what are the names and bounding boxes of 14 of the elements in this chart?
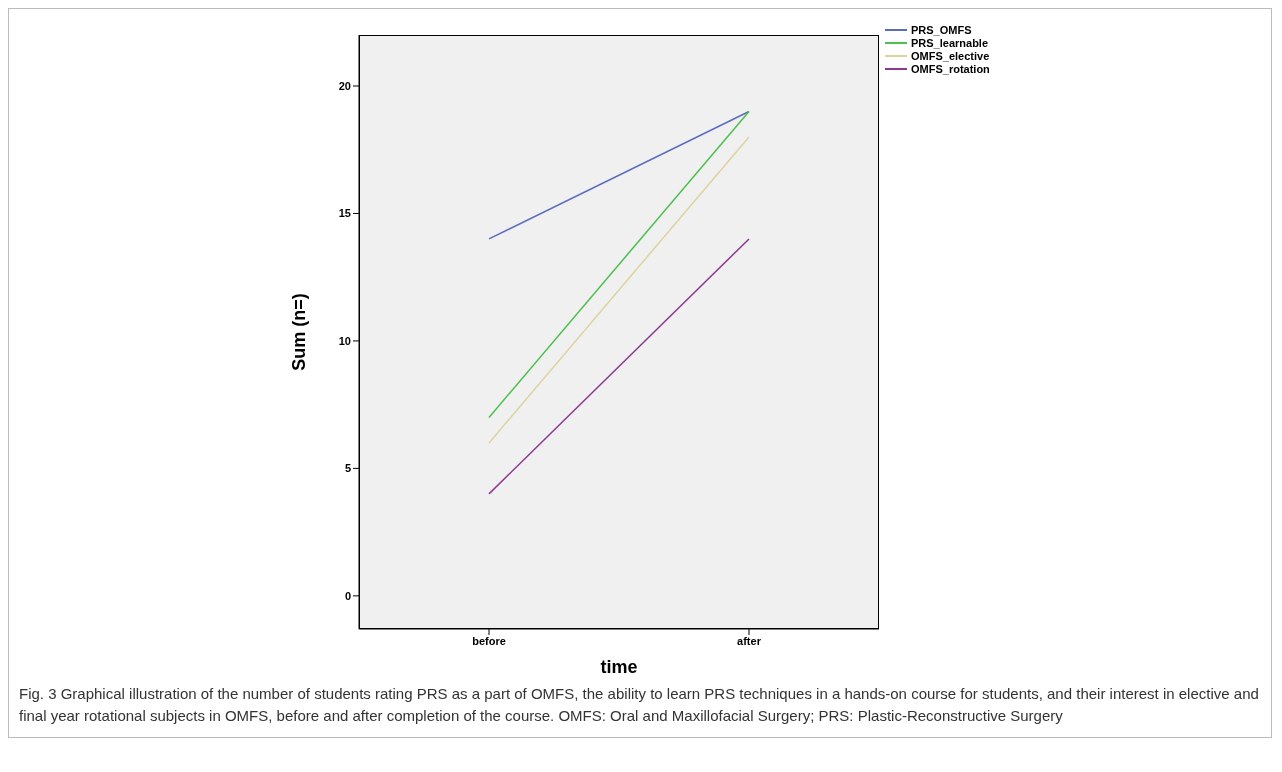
legend-label: OMFS_rotation (910, 62, 990, 75)
y-tick-label: 0 (344, 589, 351, 602)
x-axis-title: time (600, 657, 638, 677)
y-tick-label: 20 (338, 79, 351, 92)
y-tick-label: 10 (338, 334, 351, 347)
y-tick-label: 15 (338, 207, 351, 220)
y-tick-label: 5 (344, 462, 351, 475)
legend-label: OMFS_elective (910, 49, 990, 62)
y-axis-title: Sum (n=) (289, 293, 310, 371)
legend-label: PRS_OMFS (910, 23, 973, 36)
legend-label: PRS_learnable (910, 36, 990, 49)
x-tick-label: after (737, 634, 762, 647)
caption: Fig. 3 Graphical illustration of the number of students rating PRS as a part of OMFS, the ability to learn PRS techniques in a hands-on course for students, and their interest in elective and final year rotational subjects in OMFS, before and after completion of the course. OMFS: Oral and Maxillofacial Surgery; PRS: Plastic-Reconstructive Surgery (18, 684, 1260, 726)
x-tick-label: before (472, 634, 506, 647)
